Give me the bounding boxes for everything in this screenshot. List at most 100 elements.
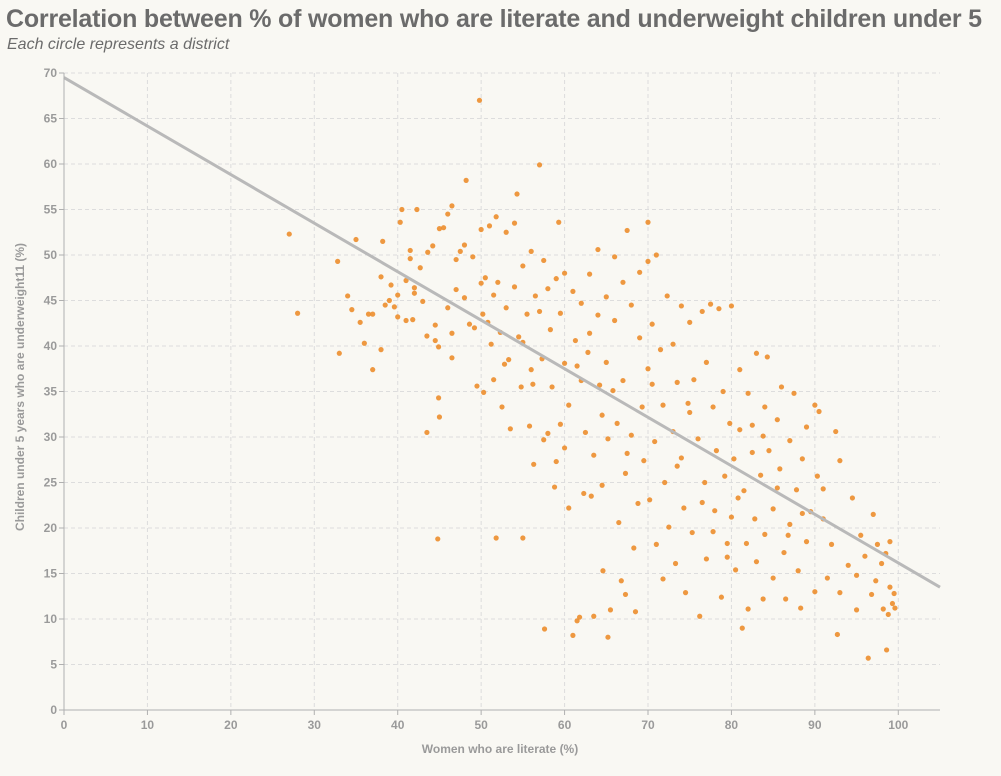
data-point <box>399 206 405 213</box>
data-point <box>541 437 547 443</box>
data-point <box>678 303 684 309</box>
data-point <box>378 274 384 280</box>
data-point <box>445 305 451 311</box>
data-point <box>778 384 785 390</box>
data-point <box>610 387 616 394</box>
data-point <box>762 404 768 410</box>
data-point <box>689 529 695 536</box>
data-point <box>574 618 580 624</box>
data-point <box>699 308 705 315</box>
data-point <box>758 472 764 478</box>
data-point <box>445 211 451 217</box>
data-point <box>620 377 626 384</box>
data-point <box>624 450 630 456</box>
data-point <box>526 423 533 429</box>
data-point <box>414 206 420 213</box>
data-point <box>435 536 441 542</box>
data-point <box>436 226 443 232</box>
data-point <box>572 337 579 344</box>
data-point <box>749 449 755 456</box>
data-point <box>724 554 730 560</box>
data-point <box>799 456 805 462</box>
data-point <box>774 417 780 423</box>
x-tick-label: 70 <box>641 718 655 732</box>
x-tick-label: 0 <box>61 718 68 732</box>
x-tick-label: 30 <box>308 718 322 732</box>
data-point <box>652 438 658 445</box>
data-point <box>361 340 367 346</box>
x-tick-label: 90 <box>808 718 822 732</box>
data-point <box>488 341 494 347</box>
data-point <box>837 590 843 596</box>
data-point <box>737 427 743 433</box>
data-point <box>353 236 359 243</box>
data-point <box>745 390 751 396</box>
data-point <box>391 304 397 310</box>
data-point <box>887 584 893 590</box>
data-point <box>566 402 572 408</box>
data-point <box>799 510 805 517</box>
data-point <box>474 383 480 389</box>
data-point <box>687 409 693 416</box>
data-point <box>885 611 891 618</box>
data-point <box>557 421 564 427</box>
data-point <box>425 249 431 255</box>
data-point <box>674 463 680 469</box>
y-tick-label: 15 <box>44 567 58 581</box>
data-point <box>664 293 670 299</box>
data-point <box>478 280 484 286</box>
data-point <box>457 248 463 254</box>
data-point <box>449 330 455 336</box>
data-point <box>873 578 879 584</box>
data-point <box>536 308 543 315</box>
data-point <box>605 634 611 640</box>
data-point <box>649 381 655 387</box>
data-point <box>699 499 705 506</box>
data-point <box>783 596 789 602</box>
data-point <box>432 322 438 328</box>
y-tick-label: 60 <box>44 157 58 171</box>
data-point <box>803 424 810 430</box>
data-point <box>760 433 766 439</box>
data-point <box>716 306 722 312</box>
data-point <box>378 347 384 353</box>
grid-layer <box>64 72 940 710</box>
data-point <box>645 366 651 372</box>
data-point <box>858 532 864 538</box>
data-point <box>760 596 766 602</box>
data-point <box>503 305 509 311</box>
data-point <box>420 298 426 305</box>
data-point <box>432 337 438 344</box>
data-point <box>335 258 341 264</box>
data-point <box>892 605 898 611</box>
trendline-layer <box>63 76 941 589</box>
data-point <box>595 246 601 253</box>
data-point <box>853 572 860 578</box>
data-point <box>853 607 860 613</box>
data-point <box>834 631 840 638</box>
data-point <box>837 458 843 464</box>
data-point <box>370 367 376 373</box>
data-point <box>386 297 392 304</box>
data-point <box>491 292 497 298</box>
data-point <box>639 404 645 410</box>
data-point <box>528 248 534 254</box>
data-point <box>511 284 518 290</box>
data-point <box>530 381 536 387</box>
x-tick-label: 50 <box>474 718 488 732</box>
data-point <box>870 511 876 517</box>
data-point <box>424 333 430 339</box>
data-point <box>532 293 538 299</box>
data-point <box>430 243 436 249</box>
data-point <box>728 303 735 309</box>
data-point <box>553 276 559 282</box>
data-point <box>395 314 401 320</box>
data-point <box>585 349 591 355</box>
data-point <box>791 390 797 396</box>
data-point <box>528 367 534 373</box>
data-point <box>670 341 676 347</box>
data-point <box>570 632 576 638</box>
data-point <box>549 384 555 390</box>
data-point <box>803 539 810 545</box>
